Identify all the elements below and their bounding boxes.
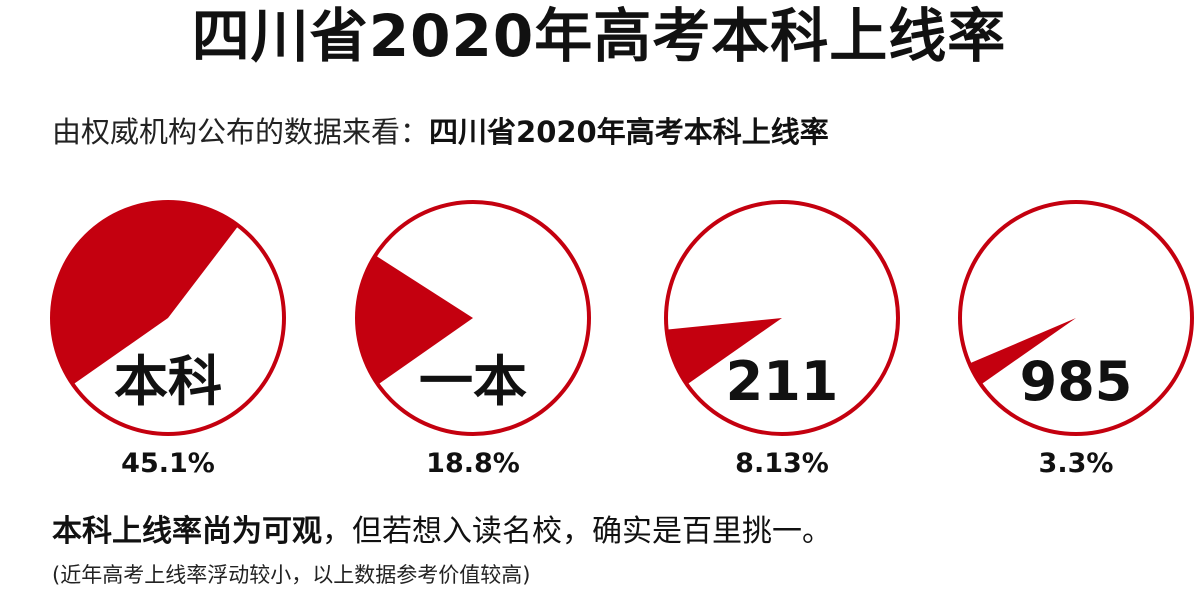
intro-highlight: 四川省2020年高考本科上线率 [429, 115, 829, 149]
pie-svg: 211 [664, 200, 900, 436]
pie-ring [958, 200, 1194, 436]
pie-percent-label: 8.13% [735, 448, 829, 479]
pie-slice [52, 202, 239, 385]
pie-svg: 一本 [355, 200, 591, 436]
pie-1: 本科 45.1% [50, 200, 300, 490]
pie-center-label: 985 [1020, 350, 1133, 413]
page-title: 四川省2020年高考本科上线率 [191, 2, 1007, 70]
intro-prefix: 由权威机构公布的数据来看： [52, 115, 430, 149]
pie-chart-row: 本科 45.1% 一本 18.8% 211 8.13% 985 3.3% [0, 200, 1198, 490]
pie-slice [666, 318, 782, 385]
summary-bold: 本科上线率尚为可观 [52, 514, 322, 549]
pie-center-label: 一本 [419, 350, 527, 413]
summary-text: 本科上线率尚为可观，但若想入读名校，确实是百里挑一。 [52, 512, 832, 552]
pie-percent-label: 3.3% [1038, 448, 1114, 479]
pie-center-label: 本科 [114, 350, 222, 413]
pie-slice [969, 318, 1076, 385]
pie-ring [355, 200, 591, 436]
pie-3: 211 8.13% [664, 200, 914, 490]
pie-ring [50, 200, 286, 436]
pie-ring [664, 200, 900, 436]
pie-center-label: 211 [726, 350, 839, 413]
pie-percent-label: 18.8% [426, 448, 520, 479]
pie-2: 一本 18.8% [355, 200, 605, 490]
pie-percent-label: 45.1% [121, 448, 215, 479]
pie-slice [357, 255, 473, 385]
summary-rest: ，但若想入读名校，确实是百里挑一。 [322, 514, 832, 549]
pie-4: 985 3.3% [958, 200, 1198, 490]
footnote: (近年高考上线率浮动较小，以上数据参考价值较高) [52, 563, 531, 587]
pie-svg: 985 [958, 200, 1194, 436]
intro-text: 由权威机构公布的数据来看：四川省2020年高考本科上线率 [52, 112, 829, 152]
pie-svg: 本科 [50, 200, 286, 436]
